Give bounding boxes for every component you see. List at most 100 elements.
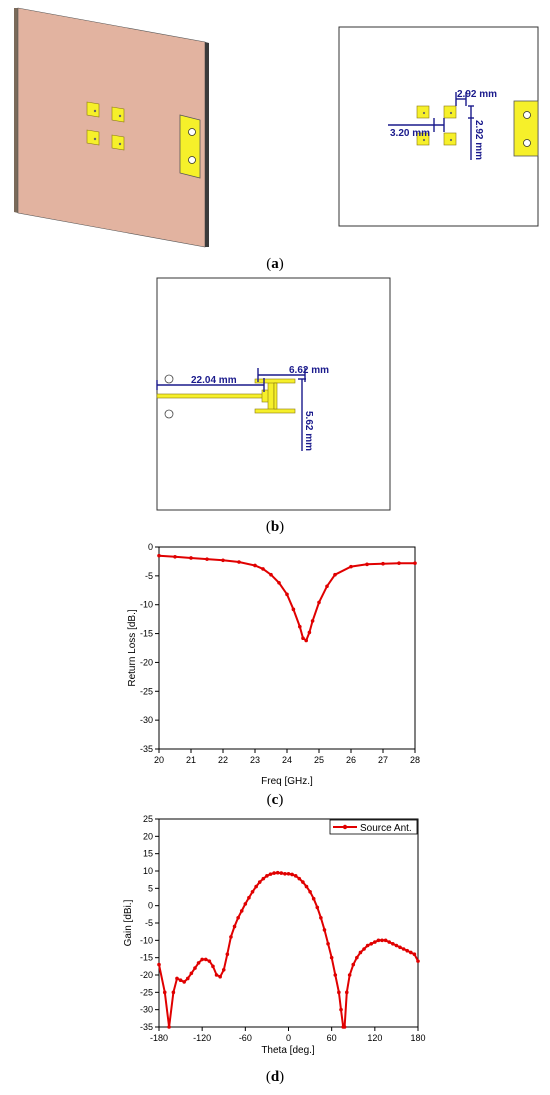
data-point — [253, 563, 257, 568]
data-point — [275, 870, 280, 875]
data-point — [387, 940, 392, 944]
data-point — [394, 943, 399, 948]
data-point — [391, 942, 395, 946]
data-point — [409, 950, 413, 955]
data-point — [261, 876, 266, 881]
y-tick-label: -15 — [140, 629, 153, 639]
plot-area — [158, 546, 416, 750]
data-point — [257, 880, 262, 884]
y-tick-label: -25 — [140, 686, 153, 696]
panel-b-bottom-view: 22.04 mm 6.62 mm 5.62 mm — [156, 277, 391, 511]
y-tick-label: -10 — [140, 935, 153, 945]
x-tick-label: 28 — [410, 755, 420, 765]
y-tick-label: -10 — [140, 600, 153, 610]
data-point — [189, 556, 193, 560]
data-point — [268, 872, 273, 876]
data-point — [254, 884, 258, 889]
data-point — [196, 961, 201, 965]
y-axis-label: Gain [dBi.] — [123, 899, 134, 946]
data-point — [329, 955, 334, 960]
x-tick-label: 24 — [282, 755, 292, 765]
data-point — [229, 935, 233, 939]
data-point — [416, 959, 420, 963]
data-point — [301, 636, 305, 640]
x-tick-label: 120 — [367, 1033, 382, 1043]
data-point — [291, 607, 296, 612]
legend: Source Ant. — [329, 819, 418, 835]
dim-feed-length: 22.04 mm — [191, 375, 237, 386]
data-point — [362, 947, 366, 951]
y-tick-label: -35 — [140, 744, 153, 754]
data-point — [301, 880, 305, 884]
data-point — [283, 871, 287, 876]
x-tick-label: 20 — [154, 755, 164, 765]
gain-pattern-chart: -180 -120 -60 0 60 120 180 25 20 15 10 5 0 -5 -10 -15 -2… — [123, 814, 426, 1056]
data-point — [265, 874, 269, 878]
data-point — [157, 962, 161, 967]
patch-array — [86, 101, 125, 151]
data-point — [173, 555, 177, 559]
dimension-lines-a — [388, 92, 474, 160]
data-point — [337, 990, 341, 995]
data-point — [218, 974, 222, 979]
dim-spacing-h: 2.92 mm — [457, 89, 497, 100]
dim-slot-height: 5.62 mm — [303, 411, 314, 451]
data-point — [297, 876, 302, 881]
data-point — [322, 928, 327, 932]
data-point — [333, 572, 337, 577]
data-point — [157, 553, 161, 558]
y-tick-label: 15 — [143, 849, 153, 859]
dim-spacing-v: 2.92 mm — [473, 120, 484, 160]
data-point — [243, 902, 248, 906]
y-tick-label: 0 — [148, 901, 153, 911]
via-hole — [164, 409, 174, 419]
plot-area — [158, 818, 419, 1028]
data-point — [239, 909, 244, 913]
data-point — [261, 567, 265, 571]
data-point — [203, 957, 208, 962]
data-point — [311, 896, 316, 901]
data-point — [225, 952, 230, 956]
data-point — [290, 872, 294, 877]
feed-network — [156, 378, 296, 414]
y-tick-label: -20 — [140, 970, 153, 980]
data-point — [351, 962, 356, 967]
data-point — [277, 580, 281, 585]
connector-tab — [179, 114, 201, 179]
data-point — [250, 890, 255, 894]
y-tick-label: -15 — [140, 953, 153, 963]
data-point — [397, 561, 401, 565]
x-tick-label: 0 — [286, 1033, 291, 1043]
y-tick-label: -5 — [145, 571, 153, 581]
data-point — [272, 871, 276, 875]
data-point — [342, 1025, 347, 1029]
data-point — [298, 624, 302, 629]
data-point — [207, 959, 212, 963]
data-point — [358, 950, 363, 955]
x-tick-label: 23 — [250, 755, 260, 765]
data-point — [200, 957, 204, 962]
data-point — [205, 557, 209, 561]
data-point — [304, 884, 309, 889]
data-point — [236, 916, 240, 920]
data-point — [398, 945, 402, 950]
data-point — [365, 943, 370, 948]
caption-b: (b) — [265, 519, 285, 535]
data-point — [304, 638, 309, 643]
top-view-connector — [513, 100, 539, 157]
x-tick-label: -60 — [239, 1033, 252, 1043]
data-point — [178, 978, 183, 982]
data-point — [319, 916, 323, 920]
x-tick-label: 27 — [378, 755, 388, 765]
data-point — [214, 973, 219, 977]
data-point — [381, 561, 385, 566]
caption-a: (a) — [266, 256, 284, 272]
data-point — [189, 971, 194, 976]
y-tick-label: -20 — [140, 657, 153, 667]
data-point — [383, 938, 388, 943]
x-tick-label: 22 — [218, 755, 228, 765]
legend-label: Source Ant. — [360, 823, 412, 834]
data-point — [401, 947, 406, 951]
data-point — [373, 940, 377, 944]
data-point — [285, 592, 289, 597]
